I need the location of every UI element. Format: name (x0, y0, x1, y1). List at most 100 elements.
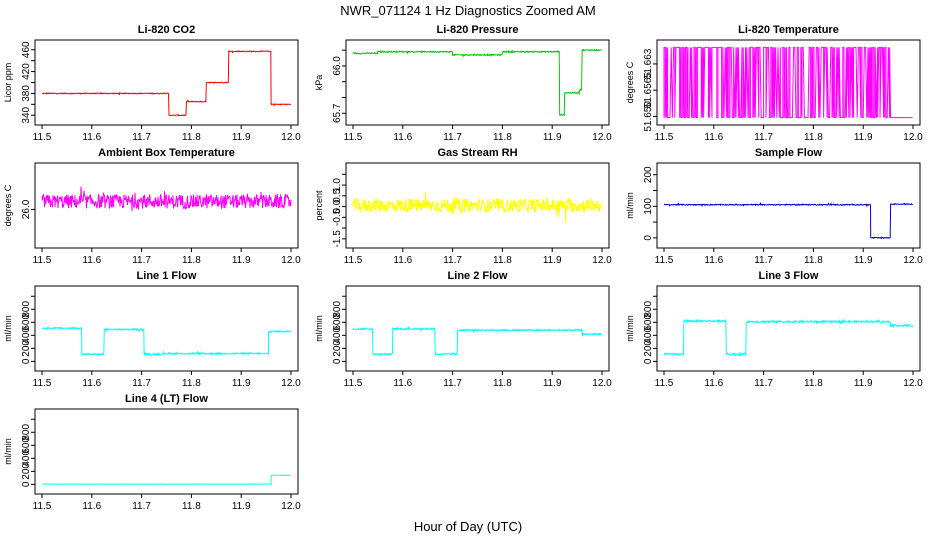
x-tick-label: 11.9 (543, 132, 562, 143)
y-tick-label: 0 (21, 358, 32, 364)
x-tick-label: 11.6 (393, 255, 412, 266)
y-tick-label: -0.5 (332, 208, 343, 226)
x-axis-label: Hour of Day (UTC) (414, 519, 522, 534)
panel-sample-flow: Sample Flow 11.5 11.6 11.7 11.8 11.9 12.0 0 100 2… (625, 147, 923, 266)
x-tick-label: 11.6 (82, 378, 101, 389)
series-line (41, 186, 292, 212)
x-tick-label: 11.9 (854, 132, 873, 143)
x-tick-label: 11.8 (182, 378, 201, 389)
x-tick-label: 11.9 (543, 255, 562, 266)
x-tick-label: 11.5 (655, 255, 674, 266)
y-tick-label: 1.0 (332, 178, 343, 192)
x-tick-label: 11.5 (344, 255, 363, 266)
x-tick-label: 11.9 (854, 255, 873, 266)
y-tick-label: 26.0 (21, 199, 32, 219)
y-tick-label: 65.7 (332, 103, 343, 123)
y-tick-label: 100 (643, 198, 654, 215)
x-tick-label: 11.7 (132, 378, 151, 389)
y-axis-label: degrees C (625, 61, 635, 103)
y-tick-label: 400 (21, 327, 32, 344)
x-tick-label: 11.8 (804, 255, 823, 266)
x-tick-label: 11.9 (232, 132, 251, 143)
series-line (42, 49, 292, 117)
x-tick-label: 11.6 (82, 255, 101, 266)
series-line (352, 326, 602, 358)
y-axis-label: ml/min (314, 315, 324, 342)
x-tick-label: 11.5 (655, 378, 674, 389)
y-tick-label: 66.0 (332, 56, 343, 76)
panel-line-4-lt-flow: Line 4 (LT) Flow 11.5 11.6 11.7 11.8 11.9 12.0… (3, 393, 301, 512)
plot-frame (34, 39, 299, 126)
panel-li-820-co2: Li-820 CO2 11.5 11.6 11.7 11.8 11.9 12.0 340 380… (3, 24, 301, 143)
x-tick-label: 11.7 (132, 501, 151, 512)
y-tick-label: 400 (21, 450, 32, 467)
x-tick-label: 12.0 (903, 378, 923, 389)
y-tick-label: 200 (643, 340, 654, 357)
panel-title: Ambient Box Temperature (98, 147, 235, 159)
x-tick-label: 12.0 (903, 132, 923, 143)
y-tick-label: 51.663 (643, 48, 654, 79)
x-tick-label: 12.0 (281, 378, 301, 389)
y-tick-label: 51.6565 (643, 72, 654, 109)
plot-frame (34, 162, 299, 249)
y-tick-label: 600 (21, 437, 32, 454)
panel-title: Li-820 Temperature (738, 24, 839, 36)
series-line (41, 474, 291, 485)
x-tick-label: 11.9 (232, 378, 251, 389)
y-tick-label: 200 (21, 340, 32, 357)
x-tick-label: 12.0 (281, 132, 301, 143)
panel-li-820-pressure: Li-820 Pressure 11.5 11.6 11.7 11.8 11.9 12.0 6… (314, 24, 612, 143)
x-tick-label: 11.7 (754, 132, 773, 143)
y-tick-label: 800 (21, 424, 32, 441)
y-axis-label: percent (314, 190, 324, 221)
x-tick-label: 11.7 (754, 255, 773, 266)
y-axis-label: kPa (314, 75, 324, 91)
series-line (663, 201, 913, 240)
series-line (353, 48, 602, 117)
y-tick-label: -1.5 (332, 230, 343, 248)
x-tick-label: 11.6 (393, 378, 412, 389)
x-tick-label: 11.8 (804, 378, 823, 389)
x-tick-label: 11.7 (443, 255, 462, 266)
y-tick-label: 200 (21, 463, 32, 480)
x-tick-label: 11.6 (393, 132, 412, 143)
x-tick-label: 11.5 (33, 378, 52, 389)
y-tick-label: 0.5 (332, 188, 343, 202)
x-tick-label: 11.8 (493, 132, 512, 143)
x-tick-label: 11.5 (33, 132, 52, 143)
x-tick-label: 12.0 (281, 501, 301, 512)
x-tick-label: 12.0 (592, 132, 612, 143)
x-tick-label: 12.0 (592, 255, 612, 266)
plot-frame (34, 408, 299, 495)
x-tick-label: 11.9 (543, 378, 562, 389)
panel-line-2-flow: Line 2 Flow 11.5 11.6 11.7 11.8 11.9 12.0 02004… (314, 270, 612, 389)
x-tick-label: 11.5 (344, 132, 363, 143)
panel-line-1-flow: Line 1 Flow 11.5 11.6 11.7 11.8 11.9 12.0 02004… (3, 270, 301, 389)
y-axis-label: ml/min (3, 438, 13, 465)
x-tick-label: 11.9 (232, 501, 251, 512)
panel-title: Gas Stream RH (437, 147, 517, 159)
y-tick-label: 600 (21, 314, 32, 331)
x-tick-label: 11.7 (443, 132, 462, 143)
x-tick-label: 11.6 (82, 132, 101, 143)
panel-title: Line 2 Flow (448, 270, 508, 282)
y-tick-label: 460 (21, 41, 32, 58)
x-tick-label: 11.5 (33, 501, 52, 512)
panel-title: Line 3 Flow (759, 270, 819, 282)
plot-frame (34, 285, 299, 372)
panel-title: Sample Flow (755, 147, 823, 159)
panel-line-3-flow: Line 3 Flow 11.5 11.6 11.7 11.8 11.9 12.0 02004… (625, 270, 923, 389)
plot-frame (656, 285, 921, 372)
x-tick-label: 11.8 (182, 255, 201, 266)
panel-gas-stream-rh: Gas Stream RH 11.5 11.6 11.7 11.8 11.9 12.0 -1.… (314, 147, 612, 266)
y-tick-label: 800 (643, 301, 654, 318)
series-line (663, 46, 913, 119)
y-tick-label: 0 (21, 481, 32, 487)
figure-title: NWR_071124 1 Hz Diagnostics Zoomed AM (340, 3, 596, 18)
y-tick-label: 0 (643, 235, 654, 241)
y-tick-label: 800 (21, 301, 32, 318)
series-line (352, 191, 603, 224)
x-tick-label: 11.8 (493, 255, 512, 266)
x-tick-label: 11.7 (443, 378, 462, 389)
